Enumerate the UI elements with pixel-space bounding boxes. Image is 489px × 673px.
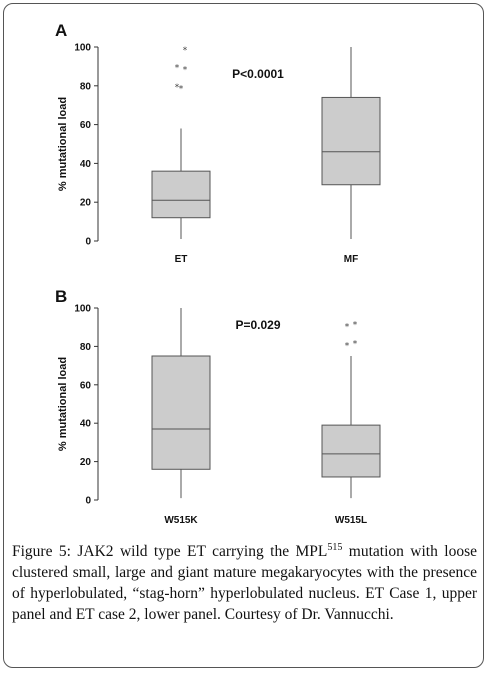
y-tick-label: 100: [74, 43, 91, 54]
outlier-marker: *: [175, 83, 180, 93]
x-category-label: W515L: [335, 515, 367, 526]
p-value-annotation: P=0.029: [235, 318, 280, 332]
panel-label: A: [55, 21, 67, 40]
outlier-marker: *: [175, 63, 180, 73]
box-group-w515l: * ** *: [321, 320, 381, 499]
y-tick-label: 20: [80, 457, 92, 468]
y-tick-label: 40: [80, 159, 92, 170]
y-tick-label: 20: [80, 198, 92, 209]
caption-label: Figure 5:: [12, 543, 71, 560]
y-tick-label: 60: [80, 380, 92, 391]
y-tick-label: 80: [80, 342, 92, 353]
p-value-annotation: P<0.0001: [232, 67, 284, 81]
box-iqr: [151, 170, 211, 219]
outlier-marker: *: [183, 46, 188, 56]
outlier-marker: *: [183, 65, 188, 75]
x-category-label: MF: [344, 254, 358, 265]
x-category-label: W515K: [164, 515, 198, 526]
y-tick-label: 80: [80, 81, 92, 92]
panel-label: B: [55, 287, 67, 306]
caption-text-2: mutation with loose clustered small, lar…: [12, 543, 477, 623]
figure-caption: Figure 5: JAK2 wild type ET carrying the…: [12, 541, 477, 625]
outlier-marker: *: [353, 340, 358, 350]
box-group-et: *****: [151, 46, 211, 240]
box-iqr: [151, 355, 211, 470]
y-tick-label: 60: [80, 120, 92, 131]
y-tick-label: 40: [80, 419, 92, 430]
y-axis-label: % mutational load: [57, 357, 69, 451]
outlier-marker: *: [345, 322, 350, 332]
outlier-marker: *: [179, 85, 184, 95]
caption-text-1: JAK2 wild type ET carrying the MPL: [70, 543, 328, 560]
x-category-label: ET: [175, 254, 188, 265]
y-axis-label: % mutational load: [57, 97, 69, 191]
box-group-w515k: [151, 308, 211, 499]
box-group-mf: [321, 47, 381, 240]
outlier-marker: *: [353, 320, 358, 330]
caption-superscript: 515: [327, 541, 343, 553]
box-iqr: [321, 96, 381, 186]
y-tick-label: 0: [85, 496, 91, 507]
outlier-marker: *: [345, 341, 350, 351]
figure-frame: [3, 3, 484, 668]
y-tick-label: 0: [85, 237, 91, 248]
y-tick-label: 100: [74, 304, 91, 315]
box-iqr: [321, 424, 381, 478]
